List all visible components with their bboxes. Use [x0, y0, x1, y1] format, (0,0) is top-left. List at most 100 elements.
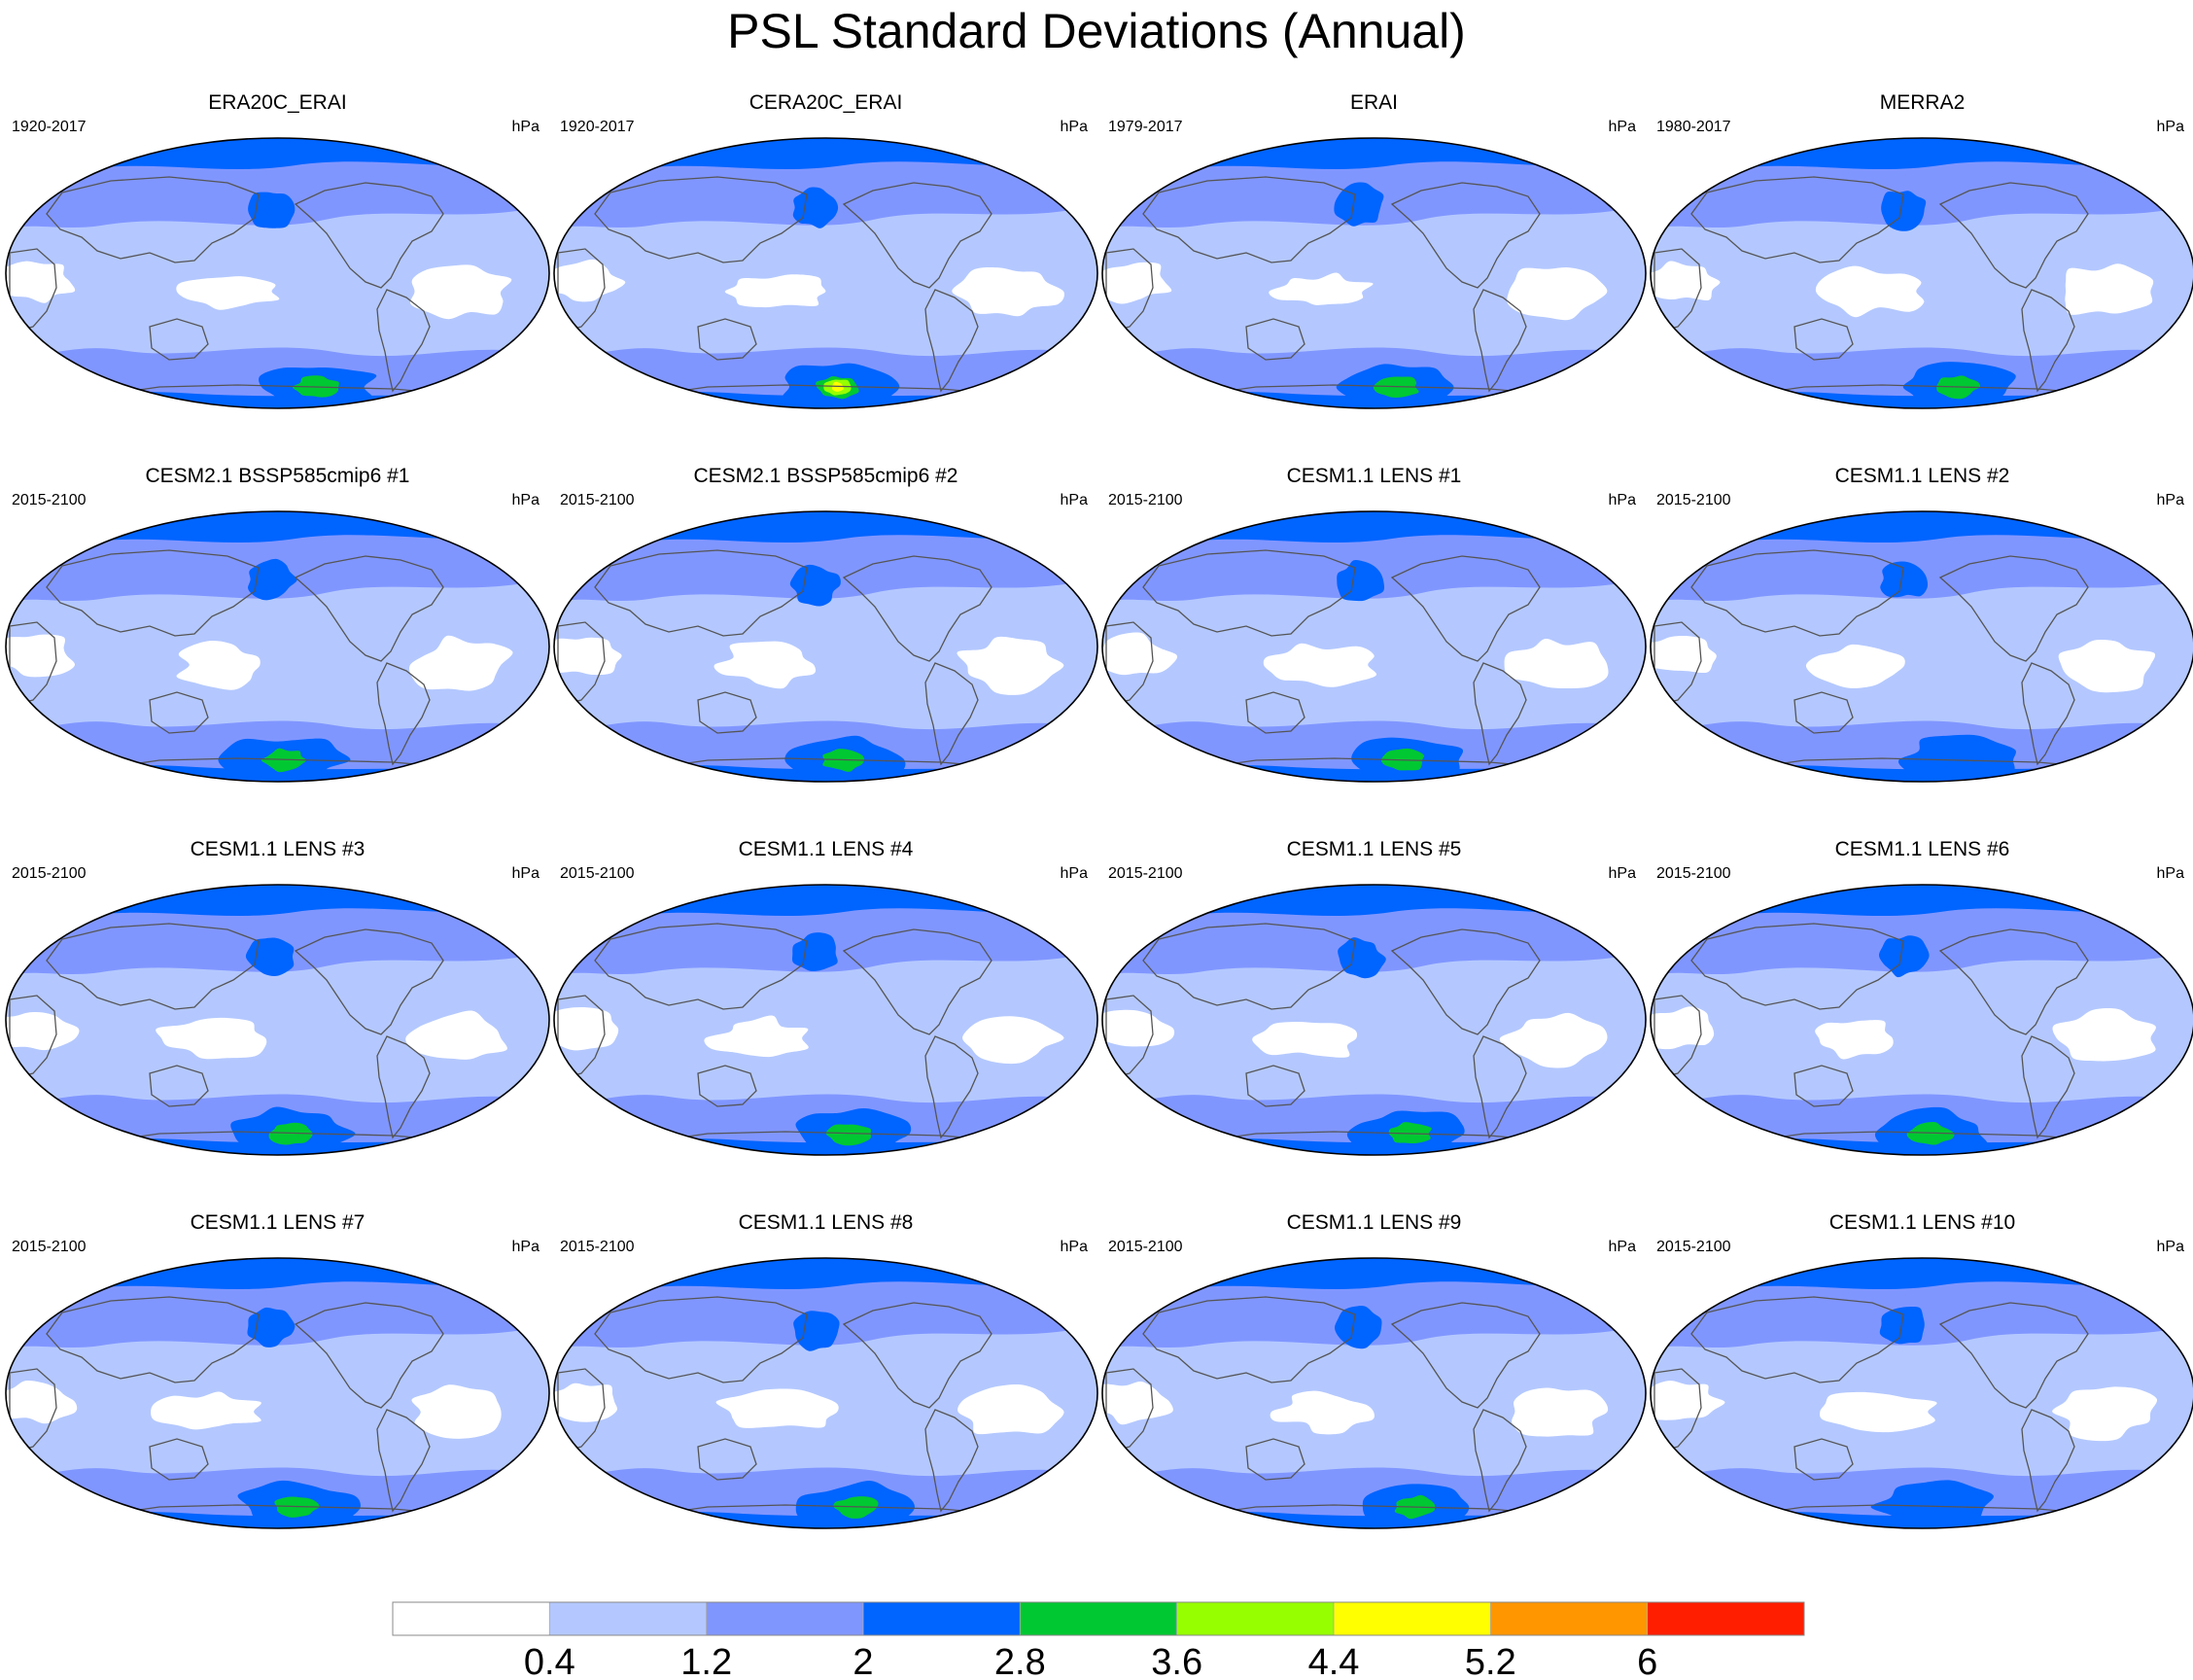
panel-period: 2015-2100 [1656, 492, 1731, 508]
coastline-eurasia [1690, 1296, 1904, 1383]
coastline-australia [1793, 691, 1854, 734]
contour-core-category-4 [268, 1122, 313, 1145]
coastline-south-america [376, 662, 431, 766]
contour-band-below-0.4 [714, 641, 817, 689]
contour-band-2-2.8-aleutian [793, 1311, 840, 1351]
coastline-australia [1245, 1438, 1305, 1481]
contour-band-2-2.8-arctic [1102, 885, 1646, 919]
coastline-eurasia [1690, 923, 1904, 1010]
map-panel: CESM1.1 LENS #10 2015-2100 hPa [1649, 1211, 2193, 1587]
panel-units: hPa [1608, 492, 1636, 508]
panel-units: hPa [1608, 119, 1636, 135]
panel-units: hPa [1060, 865, 1088, 882]
coastline-eurasia [1142, 176, 1356, 263]
contour-band-2-2.8-arctic [6, 511, 549, 545]
coastline-south-america [1473, 662, 1527, 766]
coastline-eurasia [594, 176, 808, 263]
coastline-south-america [924, 1409, 979, 1513]
contour-band-below-0.4 [957, 636, 1064, 695]
coastline-south-america [924, 662, 979, 766]
map-projection [1650, 137, 2193, 409]
contour-band-below-0.4 [554, 259, 626, 302]
coastline-south-america [376, 1035, 431, 1139]
colorbar-tick-label: 0.4 [524, 1642, 575, 1680]
map-border [5, 137, 550, 409]
coastline-australia [1245, 318, 1305, 361]
panel-units: hPa [1060, 119, 1088, 135]
panel-units: hPa [1060, 492, 1088, 508]
coastline-south-america [2021, 1035, 2075, 1139]
coastline-australia [149, 1065, 209, 1107]
panel-title: CESM1.1 LENS #2 [1834, 465, 2010, 487]
contour-band-below-0.4 [1252, 1021, 1358, 1058]
contour-band-below-0.4 [1102, 632, 1178, 676]
colorbar-tick-label: 4.4 [1308, 1642, 1360, 1680]
panel-period: 2015-2100 [1108, 865, 1183, 882]
contour-band-2-2.8-arctic [1651, 885, 2193, 919]
colorbar-swatch [1489, 1601, 1649, 1636]
contour-band-2-2.8-arctic [6, 885, 549, 919]
contour-fields [1651, 1258, 2193, 1528]
map-border [1101, 1257, 1647, 1529]
coastline-australia [1245, 1065, 1305, 1107]
contour-band-below-0.4 [408, 635, 513, 691]
map-projection [5, 510, 550, 783]
contour-band-below-0.4 [1269, 272, 1374, 305]
panel-period: 2015-2100 [1656, 865, 1731, 882]
coastline-eurasia [1690, 549, 1904, 637]
coastline-eurasia [594, 1296, 808, 1383]
panel-units: hPa [511, 865, 540, 882]
coastline-eurasia [1142, 923, 1356, 1010]
panel-period: 2015-2100 [1656, 1239, 1731, 1255]
coastline-eurasia [46, 923, 260, 1010]
panel-period: 2015-2100 [560, 865, 635, 882]
map-panel: CESM1.1 LENS #9 2015-2100 hPa [1100, 1211, 1648, 1587]
coastline-eurasia [46, 549, 260, 637]
contour-band-below-0.4 [1499, 1012, 1608, 1068]
contour-fields [1102, 885, 1646, 1155]
contour-band-below-0.4 [1651, 1006, 1715, 1050]
contour-core-category-4 [261, 748, 306, 773]
contour-core-category-4 [274, 1496, 320, 1518]
map-border [1101, 137, 1647, 409]
map-border [1650, 510, 2193, 783]
colorbar-tick-label: 6 [1637, 1642, 1657, 1680]
coastline-australia [1793, 1065, 1854, 1107]
panel-title: ERA20C_ERAI [208, 91, 347, 114]
contour-band-2-2.8-aleutian [1334, 182, 1384, 227]
map-panel: CESM2.1 BSSP585cmip6 #2 2015-2100 hPa [552, 465, 1099, 840]
colorbar: 0.4 1.2 2 2.8 3.6 4.4 5.2 6 [392, 1601, 1805, 1680]
contour-band-2-2.8-aleutian [1337, 559, 1385, 602]
colorbar-swatch [862, 1601, 1021, 1636]
contour-band-2-2.8-aleutian [1878, 935, 1930, 978]
map-projection [553, 884, 1098, 1156]
coastline-south-america [2021, 1409, 2075, 1513]
coastline-eurasia [46, 176, 260, 263]
map-panel: CESM1.1 LENS #2 2015-2100 hPa [1649, 465, 2193, 840]
contour-band-2-2.8-arctic [1102, 511, 1646, 545]
contour-fields [554, 511, 1097, 782]
coastline-north-america [1938, 182, 2089, 289]
map-border [1650, 137, 2193, 409]
contour-band-2-2.8-aleutian [789, 564, 841, 607]
contour-band-2-2.8-arctic [1651, 1258, 2193, 1292]
coastline-north-america [842, 928, 992, 1035]
contour-band-2-2.8-arctic [554, 511, 1097, 545]
panel-period: 1979-2017 [1108, 119, 1183, 135]
map-projection [1101, 1257, 1647, 1529]
map-border [553, 510, 1098, 783]
contour-band-below-0.4 [2052, 1007, 2156, 1062]
contour-band-below-0.4 [1102, 1381, 1173, 1425]
map-border [5, 1257, 550, 1529]
panel-units: hPa [1608, 865, 1636, 882]
coastline-australia [149, 1438, 209, 1481]
contour-band-below-0.4 [1504, 638, 1609, 689]
map-projection [553, 137, 1098, 409]
panel-period: 2015-2100 [1108, 1239, 1183, 1255]
coastline-north-america [294, 555, 444, 662]
panel-period: 2015-2100 [560, 492, 635, 508]
contour-band-below-0.4 [724, 274, 826, 308]
coastline-north-america [842, 555, 992, 662]
panel-period: 2015-2100 [1108, 492, 1183, 508]
panel-units: hPa [1060, 1239, 1088, 1255]
